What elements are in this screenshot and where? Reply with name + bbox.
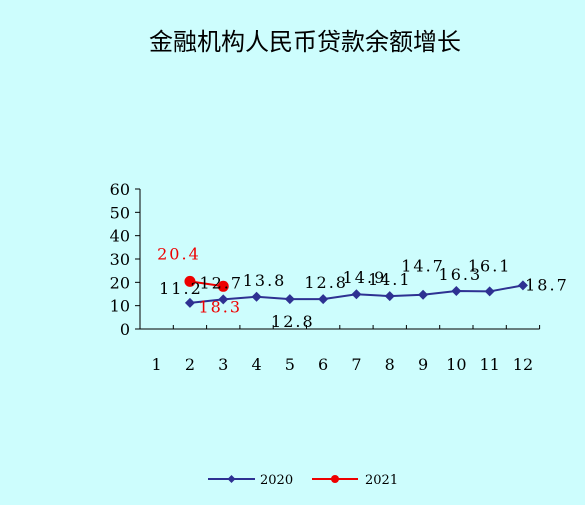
x-tick-label-2: 2 <box>185 355 195 374</box>
y-tick-label-20: 20 <box>110 273 130 292</box>
y-tick-label-30: 30 <box>110 250 130 269</box>
x-tick-label-12: 12 <box>513 355 533 374</box>
data-label-2020-11: 16.1 <box>468 256 512 275</box>
data-label-2020-12: 18.7 <box>525 275 569 294</box>
point-2020-8 <box>384 291 395 302</box>
y-tick-label-0: 0 <box>120 320 130 339</box>
x-tick-label-1: 1 <box>152 355 162 374</box>
data-label-2020-10: 16.3 <box>439 265 483 284</box>
legend: 2020 2021 <box>208 473 398 488</box>
legend-label-2021: 2021 <box>365 473 398 488</box>
point-2021-2 <box>184 275 196 287</box>
y-tick-label-50: 50 <box>110 203 130 222</box>
data-label-2020-4: 13.8 <box>243 271 287 290</box>
point-2020-2 <box>184 297 195 308</box>
data-label-2020-7: 14.9 <box>343 268 387 287</box>
x-tick-label-3: 3 <box>218 355 228 374</box>
x-tick-label-11: 11 <box>479 355 499 374</box>
point-2020-6 <box>318 294 329 305</box>
data-label-2020-9: 14.7 <box>401 257 445 276</box>
point-2020-11 <box>484 286 495 297</box>
data-label-2020-2: 11.2 <box>159 279 203 298</box>
x-tick-label-5: 5 <box>285 355 295 374</box>
point-2020-10 <box>451 285 462 296</box>
data-label-2021-3: 18.3 <box>198 297 242 316</box>
point-2020-7 <box>351 289 362 300</box>
legend-marker-2021 <box>331 475 339 483</box>
x-tick-label-7: 7 <box>351 355 361 374</box>
data-label-2020-3: 12.7 <box>199 273 243 292</box>
data-label-2020-8: 14.1 <box>368 270 412 289</box>
series-group <box>184 275 528 308</box>
chart-title: 金融机构人民币贷款余额增长 <box>149 28 461 56</box>
x-tick-label-4: 4 <box>251 355 261 374</box>
point-2020-12 <box>517 280 528 291</box>
series-line-2021 <box>189 280 224 288</box>
point-2020-5 <box>284 294 295 305</box>
legend-marker-2020 <box>227 475 236 483</box>
point-2020-3 <box>218 294 229 305</box>
data-label-2021-2: 20.4 <box>157 244 201 263</box>
x-tick-label-9: 9 <box>418 355 428 374</box>
point-2020-4 <box>251 291 262 302</box>
data-labels: 11.212.7 13.812.812.814.914.114.716.316.1… <box>157 244 569 331</box>
x-tick-label-10: 10 <box>446 355 466 374</box>
data-label-2020-5: 12.8 <box>271 312 315 331</box>
x-tick-label-6: 6 <box>318 355 328 374</box>
data-label-2020-6: 12.8 <box>304 273 348 292</box>
point-2020-9 <box>418 289 429 300</box>
legend-label-2020: 2020 <box>260 473 293 488</box>
point-2021-3 <box>217 280 229 292</box>
y-tick-label-60: 60 <box>110 180 130 199</box>
x-tick-label-8: 8 <box>385 355 395 374</box>
y-tick-label-40: 40 <box>110 227 130 246</box>
y-tick-label-10: 10 <box>110 297 130 316</box>
